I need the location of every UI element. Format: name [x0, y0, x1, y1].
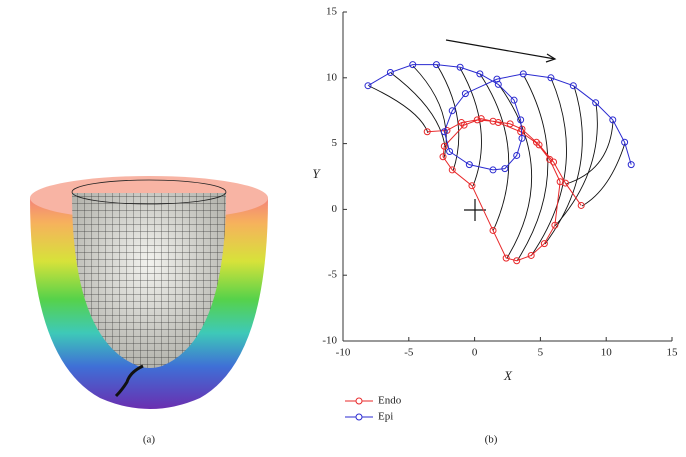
y-tick-label: -10 [322, 335, 337, 347]
point [446, 147, 454, 155]
point [460, 121, 468, 129]
point [510, 96, 518, 104]
point [547, 74, 555, 82]
legend-label: Epi [378, 411, 393, 423]
point [518, 134, 526, 142]
x-tick-label: -10 [336, 347, 351, 359]
x-tick-label: 5 [538, 347, 544, 359]
point [423, 128, 431, 136]
point [569, 82, 577, 90]
point [551, 221, 559, 229]
point [409, 61, 417, 69]
point [517, 128, 525, 136]
point [592, 99, 600, 107]
x-tick-label: 0 [472, 347, 478, 359]
y-tick-label: 5 [332, 137, 338, 149]
x-tick-label: 10 [601, 347, 613, 359]
point [501, 165, 509, 173]
y-tick-label: 15 [326, 6, 338, 18]
point [476, 70, 484, 78]
point [519, 70, 527, 78]
point [448, 107, 456, 115]
x-axis-label: X [503, 368, 513, 383]
point [561, 179, 569, 187]
point [621, 138, 629, 146]
x-tick-label: -5 [404, 347, 414, 359]
point [577, 201, 585, 209]
point [550, 158, 558, 166]
point [517, 116, 525, 124]
point [535, 141, 543, 149]
point [448, 166, 456, 174]
point [364, 82, 372, 90]
legend-marker [355, 397, 363, 405]
point [513, 257, 521, 265]
point [489, 226, 497, 234]
point [461, 90, 469, 98]
legend-marker [355, 413, 363, 421]
point [465, 161, 473, 169]
point [527, 251, 535, 259]
point [386, 69, 394, 77]
series-line [427, 118, 582, 262]
point [493, 75, 501, 83]
point [468, 182, 476, 190]
x-tick-label: 15 [667, 347, 679, 359]
point [627, 161, 635, 169]
point [440, 128, 448, 136]
point [513, 151, 521, 159]
y-tick-label: -5 [328, 269, 338, 281]
fibers [368, 39, 626, 262]
panel-label: (a) [143, 434, 156, 446]
y-axis-label: Y [312, 166, 321, 181]
point [489, 166, 497, 174]
point [473, 116, 481, 124]
point [494, 119, 502, 127]
panel-label: (b) [485, 434, 498, 446]
point [440, 142, 448, 150]
legend-label: Endo [378, 395, 402, 407]
ventricle-illustration [30, 176, 268, 409]
point [432, 61, 440, 69]
point [502, 254, 510, 262]
point [540, 240, 548, 248]
point [456, 63, 464, 71]
point [439, 153, 447, 161]
point [506, 120, 514, 128]
point [477, 115, 485, 123]
y-tick-label: 0 [332, 203, 338, 215]
y-tick-label: 10 [326, 71, 338, 83]
point [609, 116, 617, 124]
